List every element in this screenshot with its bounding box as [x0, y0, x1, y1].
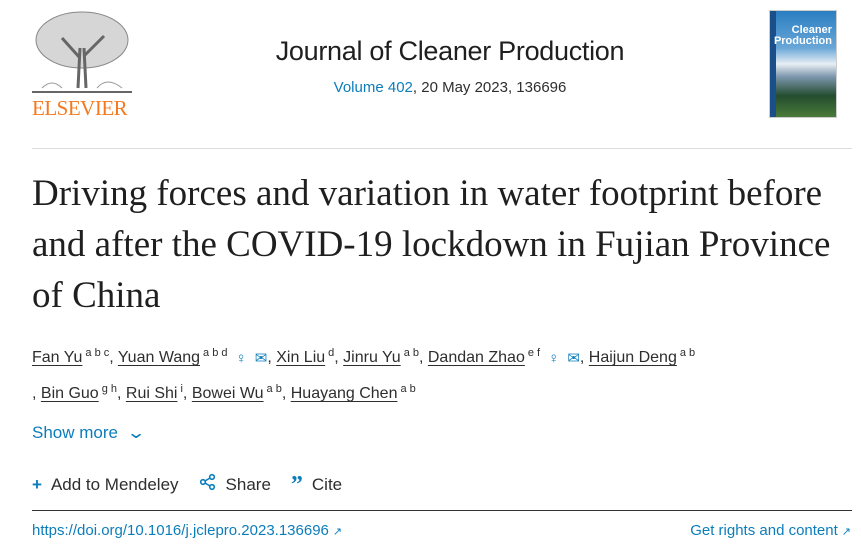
tree-icon	[32, 11, 132, 93]
author-affiliation[interactable]: g h	[101, 383, 117, 395]
journal-cover-image[interactable]: Cleaner Production	[769, 10, 837, 118]
share-label: Share	[225, 474, 271, 494]
doi-text: https://doi.org/10.1016/j.jclepro.2023.1…	[32, 522, 329, 539]
show-more-label: Show more	[32, 423, 118, 442]
elsevier-wordmark: ELSEVIER	[32, 96, 128, 120]
article-title: Driving forces and variation in water fo…	[32, 173, 831, 316]
cite-label: Cite	[311, 474, 343, 494]
author-affiliation[interactable]: i	[180, 383, 183, 395]
plus-icon: +	[32, 474, 42, 494]
author-name[interactable]: Jinru Yu	[343, 349, 401, 366]
volume-info: Volume 402, 20 May 2023, 136696	[180, 79, 720, 96]
author-name[interactable]: Bin Guo	[40, 385, 99, 402]
cover-strip	[770, 11, 776, 117]
envelope-icon[interactable]: ✉	[254, 350, 268, 367]
quote-icon: ”	[290, 471, 303, 498]
separator: ,	[281, 385, 291, 402]
author-affiliation[interactable]: a b d	[203, 347, 228, 359]
separator: ,	[182, 385, 192, 402]
volume-link[interactable]: Volume 402	[333, 79, 413, 96]
get-rights-link[interactable]: Get rights and content ↗	[690, 522, 851, 539]
author-affiliation[interactable]: a b	[403, 347, 419, 359]
separator: ,	[109, 349, 118, 366]
share-icon	[199, 473, 217, 496]
article-actions: + Add to Mendeley Share ” Cite	[32, 471, 362, 498]
author-affiliation[interactable]: d	[328, 347, 335, 359]
author-name[interactable]: Rui Shi	[125, 385, 178, 402]
envelope-icon[interactable]: ✉	[567, 350, 580, 367]
author-name[interactable]: Bowei Wu	[191, 385, 264, 402]
separator: ,	[267, 349, 277, 366]
cover-title: Cleaner Production	[773, 24, 832, 47]
cite-button[interactable]: ” Cite	[290, 471, 343, 498]
chevron-down-icon: ⌄	[125, 423, 146, 442]
author-name[interactable]: Fan Yu	[32, 349, 83, 366]
person-icon[interactable]: ♀	[548, 350, 560, 367]
separator: ,	[334, 349, 344, 366]
share-button[interactable]: Share	[199, 473, 271, 496]
author-name[interactable]: Haijun Deng	[588, 349, 677, 366]
divider	[32, 148, 852, 149]
author-affiliation[interactable]: a b c	[85, 347, 110, 359]
doi-link[interactable]: https://doi.org/10.1016/j.jclepro.2023.1…	[32, 522, 342, 539]
separator: ,	[117, 385, 126, 402]
issue-date: , 20 May 2023, 136696	[412, 79, 567, 96]
author-name[interactable]: Xin Liu	[276, 349, 326, 366]
author-affiliation[interactable]: a b	[400, 383, 416, 395]
external-link-icon: ↗	[332, 526, 343, 538]
author-name[interactable]: Huayang Chen	[290, 385, 398, 402]
rights-text: Get rights and content	[690, 522, 838, 539]
add-to-mendeley-button[interactable]: + Add to Mendeley	[32, 473, 179, 496]
separator: ,	[32, 385, 41, 402]
journal-title[interactable]: Journal of Cleaner Production	[275, 36, 625, 66]
person-icon[interactable]: ♀	[235, 350, 247, 367]
separator: ,	[418, 349, 428, 366]
author-name[interactable]: Yuan Wang	[117, 349, 201, 366]
divider	[32, 510, 852, 511]
elsevier-logo[interactable]: ELSEVIER	[32, 8, 132, 122]
author-affiliation[interactable]: a b	[679, 347, 696, 359]
author-list: Fan Yu a b c, Yuan Wang a b d ♀ ✉, Xin Liu d,…	[32, 338, 857, 409]
mendeley-label: Add to Mendeley	[50, 474, 179, 494]
author-affiliation[interactable]: a b	[266, 383, 282, 395]
show-more-button[interactable]: Show more ⌄	[32, 423, 146, 443]
separator: ,	[579, 349, 589, 366]
author-name[interactable]: Dandan Zhao	[427, 349, 525, 366]
external-link-icon: ↗	[841, 526, 851, 538]
author-affiliation[interactable]: e f	[527, 347, 541, 359]
